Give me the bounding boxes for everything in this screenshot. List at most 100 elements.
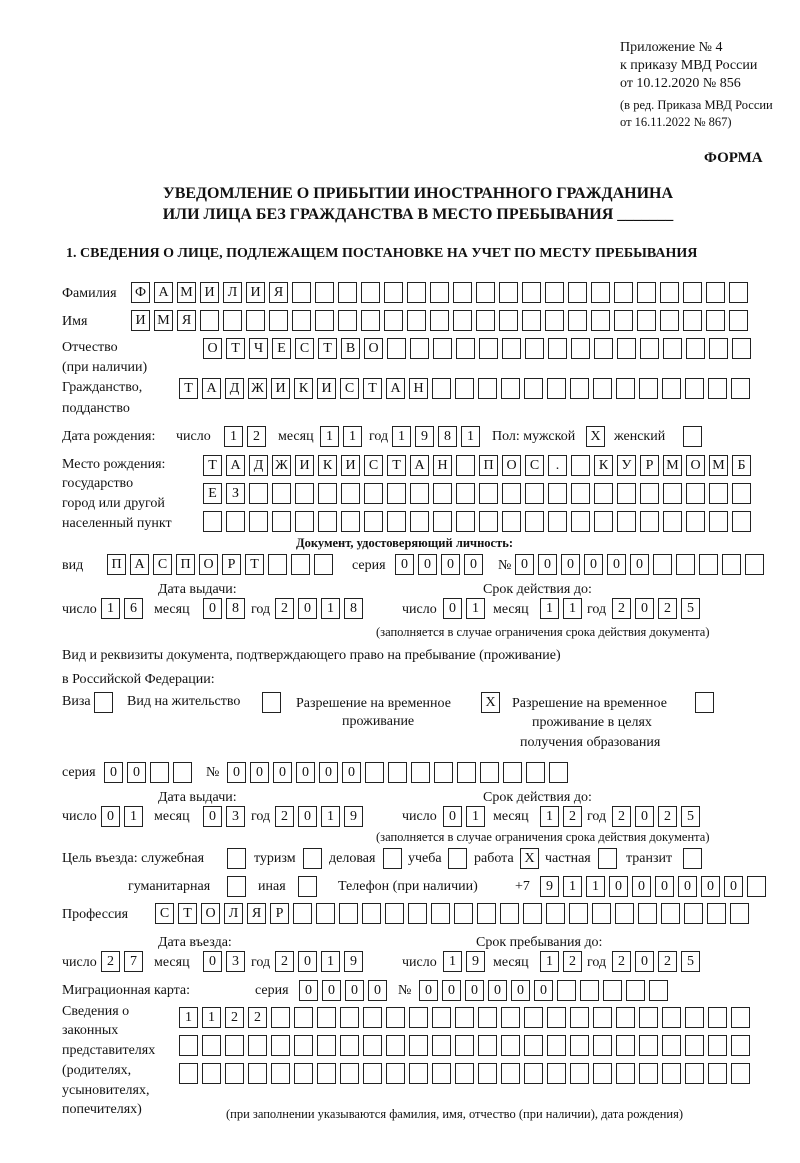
char-box[interactable]: 2	[101, 951, 120, 972]
char-box[interactable]: 0	[319, 762, 338, 783]
char-box[interactable]: И	[271, 378, 290, 399]
char-box[interactable]	[524, 1007, 543, 1028]
char-box[interactable]	[525, 511, 544, 532]
char-box[interactable]	[639, 1035, 658, 1056]
char-box[interactable]: 8	[438, 426, 457, 447]
char-box[interactable]	[501, 1035, 520, 1056]
char-box[interactable]: 0	[488, 980, 507, 1001]
char-box[interactable]	[456, 338, 475, 359]
char-box[interactable]	[548, 338, 567, 359]
char-box[interactable]: Л	[224, 903, 243, 924]
char-box[interactable]	[341, 511, 360, 532]
char-box[interactable]: О	[364, 338, 383, 359]
char-box[interactable]: 0	[534, 980, 553, 1001]
char-box[interactable]	[709, 511, 728, 532]
char-box[interactable]: 0	[701, 876, 720, 897]
char-box[interactable]: Д	[249, 455, 268, 476]
birth-place-field-3[interactable]	[203, 511, 751, 532]
char-box[interactable]: К	[294, 378, 313, 399]
char-box[interactable]	[363, 1063, 382, 1084]
char-box[interactable]	[662, 1007, 681, 1028]
char-box[interactable]: 9	[540, 876, 559, 897]
char-box[interactable]	[592, 903, 611, 924]
char-box[interactable]	[571, 455, 590, 476]
char-box[interactable]	[476, 282, 495, 303]
char-box[interactable]: Ж	[272, 455, 291, 476]
char-box[interactable]: 5	[681, 806, 700, 827]
char-box[interactable]	[525, 338, 544, 359]
char-box[interactable]	[433, 483, 452, 504]
char-box[interactable]: Т	[318, 338, 337, 359]
char-box[interactable]	[271, 1007, 290, 1028]
char-box[interactable]: 3	[226, 951, 245, 972]
char-box[interactable]: 2	[612, 806, 631, 827]
char-box[interactable]: Н	[409, 378, 428, 399]
char-box[interactable]	[570, 1007, 589, 1028]
char-box[interactable]	[455, 1063, 474, 1084]
char-box[interactable]	[524, 1063, 543, 1084]
char-box[interactable]	[480, 762, 499, 783]
char-box[interactable]	[731, 378, 750, 399]
char-box[interactable]: 1	[124, 806, 143, 827]
char-box[interactable]: 0	[395, 554, 414, 575]
char-box[interactable]: 0	[203, 806, 222, 827]
char-box[interactable]	[365, 762, 384, 783]
char-box[interactable]: Я	[177, 310, 196, 331]
char-box[interactable]	[479, 483, 498, 504]
char-box[interactable]: 1	[563, 598, 582, 619]
char-box[interactable]	[695, 692, 714, 713]
char-box[interactable]: А	[226, 455, 245, 476]
char-box[interactable]	[408, 903, 427, 924]
char-box[interactable]: С	[364, 455, 383, 476]
char-box[interactable]	[361, 282, 380, 303]
char-box[interactable]: 0	[101, 806, 120, 827]
char-box[interactable]: 0	[203, 598, 222, 619]
char-box[interactable]: 2	[275, 806, 294, 827]
sex-female-checkbox[interactable]	[683, 426, 702, 447]
char-box[interactable]	[626, 980, 645, 1001]
char-box[interactable]	[430, 282, 449, 303]
char-box[interactable]	[248, 1035, 267, 1056]
reps-field-3[interactable]	[179, 1063, 750, 1084]
char-box[interactable]: 0	[630, 554, 649, 575]
char-box[interactable]: 0	[227, 762, 246, 783]
visa-checkbox[interactable]	[94, 692, 113, 713]
char-box[interactable]: 2	[658, 806, 677, 827]
char-box[interactable]	[732, 338, 751, 359]
char-box[interactable]: 2	[563, 806, 582, 827]
char-box[interactable]	[292, 310, 311, 331]
char-box[interactable]: Т	[203, 455, 222, 476]
char-box[interactable]: 0	[464, 554, 483, 575]
char-box[interactable]: 0	[635, 806, 654, 827]
char-box[interactable]: 1	[443, 951, 462, 972]
char-box[interactable]	[570, 1063, 589, 1084]
char-box[interactable]: 1	[392, 426, 411, 447]
char-box[interactable]	[315, 310, 334, 331]
char-box[interactable]	[617, 511, 636, 532]
char-box[interactable]	[317, 1063, 336, 1084]
char-box[interactable]: 1	[563, 876, 582, 897]
char-box[interactable]	[616, 1007, 635, 1028]
char-box[interactable]	[409, 1063, 428, 1084]
char-box[interactable]: 9	[415, 426, 434, 447]
char-box[interactable]: X	[520, 848, 539, 869]
char-box[interactable]	[317, 1007, 336, 1028]
char-box[interactable]	[639, 1007, 658, 1028]
char-box[interactable]: 0	[203, 951, 222, 972]
char-box[interactable]: 0	[632, 876, 651, 897]
char-box[interactable]: И	[317, 378, 336, 399]
